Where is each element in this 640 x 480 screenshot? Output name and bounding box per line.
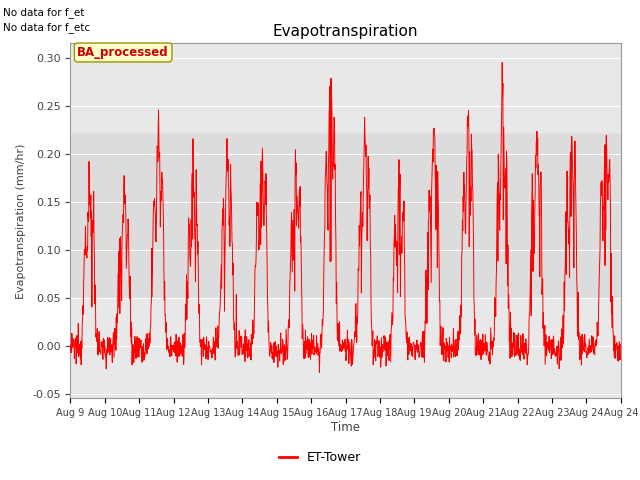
Title: Evapotranspiration: Evapotranspiration	[273, 24, 419, 39]
Text: No data for f_et: No data for f_et	[3, 7, 84, 18]
Bar	[70, 134, 621, 298]
X-axis label: Time: Time	[331, 421, 360, 434]
Y-axis label: Evapotranspiration (mm/hr): Evapotranspiration (mm/hr)	[17, 143, 26, 299]
Legend: ET-Tower: ET-Tower	[273, 446, 367, 469]
Text: BA_processed: BA_processed	[77, 46, 169, 59]
Text: No data for f_etc: No data for f_etc	[3, 22, 90, 33]
